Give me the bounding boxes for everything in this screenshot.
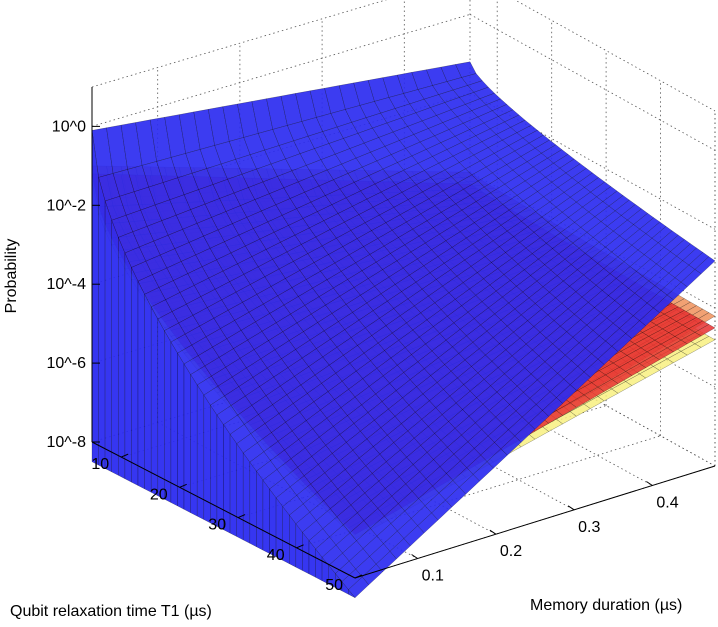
surface-patch — [210, 404, 218, 527]
grid-line — [91, 14, 471, 127]
surface-patch — [289, 514, 296, 568]
x-tick — [646, 481, 653, 486]
y-tick-label: 50 — [325, 577, 343, 594]
z-tick-label: 10^-8 — [46, 434, 86, 451]
surface-patch — [104, 200, 112, 473]
surface-patch — [236, 443, 244, 541]
surface-patch — [262, 479, 270, 554]
x-tick — [567, 505, 575, 511]
z-tick-label: 10^-6 — [46, 355, 86, 372]
surface-patch — [124, 252, 132, 483]
surface-patch — [249, 461, 257, 547]
surface-patch — [229, 433, 237, 537]
x-tick-label: 0.1 — [422, 568, 444, 585]
z-axis-label: Probability — [3, 239, 20, 314]
surface-patch — [118, 237, 126, 479]
z-tick-label: 10^0 — [52, 118, 86, 135]
grid-line — [469, 92, 716, 230]
surface-patch — [131, 267, 139, 486]
grid-line — [321, 373, 575, 511]
x-tick — [489, 529, 497, 535]
x-tick-label: 0.4 — [656, 495, 678, 512]
surface-patch — [91, 130, 99, 466]
z-tick-label: 10^-2 — [46, 197, 86, 214]
y-tick-label: 30 — [208, 517, 226, 534]
surface-patch — [694, 256, 716, 275]
surface-patch — [170, 341, 178, 507]
surface-patch — [203, 394, 211, 524]
z-tick-label: 10^-4 — [46, 276, 86, 293]
surface-blue — [91, 61, 716, 598]
surface-patch — [157, 318, 165, 500]
y-tick-label: 40 — [267, 547, 285, 564]
surface-patch — [256, 470, 264, 551]
x-tick-label: 0.3 — [578, 519, 600, 536]
y-tick-label: 20 — [150, 486, 168, 503]
x-axis-label: Memory duration (µs) — [530, 597, 682, 614]
x-tick-label: 0.2 — [500, 543, 522, 560]
surface-patch — [243, 452, 250, 544]
grid-line — [514, 0, 716, 112]
y-axis-label: Qubit relaxation time T1 (µs) — [10, 603, 212, 620]
x-tick — [411, 554, 418, 559]
y-tick-label: 10 — [91, 456, 109, 473]
surface-patch — [216, 414, 224, 530]
surface-patch — [137, 281, 145, 490]
surface-patch — [694, 324, 716, 337]
surface-patch — [151, 306, 158, 496]
surface-patch — [144, 294, 152, 493]
surface-patch — [164, 330, 172, 503]
surface-patch — [694, 336, 716, 348]
surface-patch — [98, 177, 106, 469]
surface-patch — [111, 220, 119, 476]
surfaces — [91, 61, 716, 598]
grid-line — [469, 14, 716, 151]
